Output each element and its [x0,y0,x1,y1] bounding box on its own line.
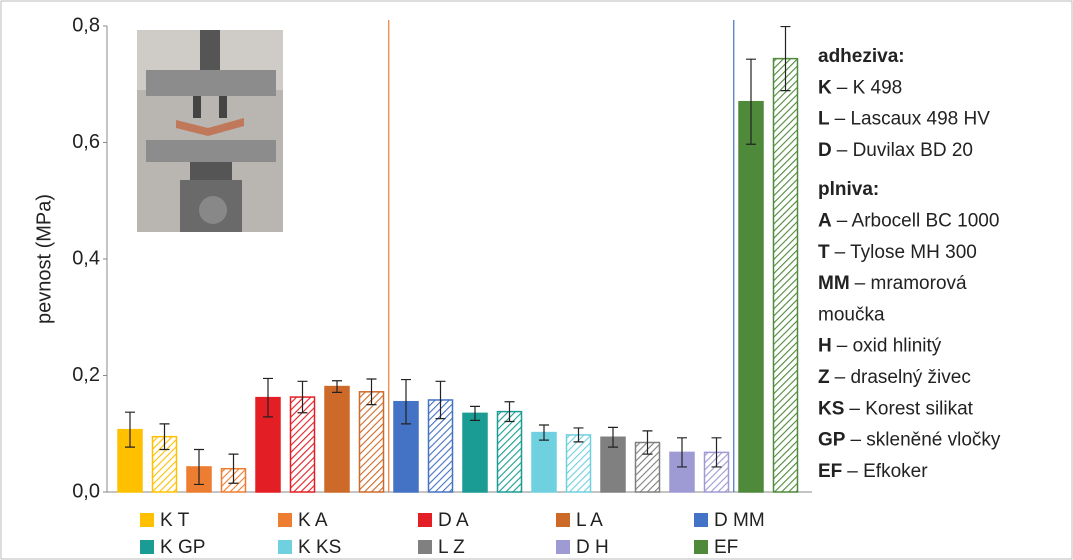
bar [463,413,487,492]
legend-label: L A [576,510,603,531]
note-text: – skleněné vločky [850,430,1000,451]
note: L– Lascaux 498 HV [818,109,990,130]
note-key: KS [818,398,844,419]
note-key: EF [818,461,842,482]
legend-swatch [418,513,432,527]
legend-label: EF [714,537,738,558]
note: moučka [818,304,885,325]
note: Z– draselný živec [818,367,971,388]
y-tick-label: 0,4 [72,247,100,269]
legend-swatch [140,540,154,554]
note-text: – Arbocell BC 1000 [837,211,1000,232]
legend-label: L Z [438,537,465,558]
legend-label: K GP [160,537,205,558]
note-key: plniva: [818,179,879,200]
note: D– Duvilax BD 20 [818,140,973,161]
note-text: – Korest silikat [849,398,973,419]
bar [325,387,349,492]
note-key: D [818,140,832,161]
note-text: – Efkoker [847,461,928,482]
chart: pevnost (MPa) 0,0 0,2 0,4 0,6 0,8 K T K A D A L … [0,0,1073,560]
note: MM– mramorová [818,273,967,294]
legend-swatch [694,540,708,554]
page: pevnost (MPa) 0,0 0,2 0,4 0,6 0,8 K T K A D A L … [0,0,1073,560]
note-text: – K 498 [837,77,903,98]
note: K– K 498 [818,77,902,98]
note-key: MM [818,273,850,294]
legend-label: D MM [714,510,765,531]
note: KS– Korest silikat [818,398,974,419]
legend-label: D A [438,510,469,531]
note-key: T [818,242,830,263]
legend-label: K KS [298,537,341,558]
note-key: L [818,109,830,130]
note-key: Z [818,367,830,388]
legend-swatch [556,540,570,554]
legend-swatch [278,513,292,527]
note-text: – Lascaux 498 HV [835,109,991,130]
y-tick-label: 0,0 [72,480,100,502]
note-text: – Duvilax BD 20 [837,140,973,161]
legend-label: D H [576,537,609,558]
y-tick-label: 0,8 [72,14,100,36]
note-key: adheziva: [818,46,905,67]
legend-label: K A [298,510,328,531]
legend-swatch [140,513,154,527]
note-text: – mramorová [855,273,967,294]
photo-inset [137,30,283,232]
legend-swatch [694,513,708,527]
note: H– oxid hlinitý [818,336,942,357]
note-text: – oxid hlinitý [837,336,942,357]
bar [532,433,556,492]
note-key: K [818,77,832,98]
note: plniva: [818,179,879,200]
note: adheziva: [818,46,905,67]
note-text: – Tylose MH 300 [835,242,977,263]
legend-swatch [556,513,570,527]
note-text: moučka [818,304,885,325]
note-key: H [818,336,832,357]
note-key: A [818,211,832,232]
note-text: – draselný živec [835,367,971,388]
bar-hatched [567,435,591,492]
note: EF– Efkoker [818,461,928,482]
bar-hatched [498,412,522,492]
y-tick-label: 0,6 [72,131,100,153]
note: GP– skleněné vločky [818,430,1001,451]
legend-swatch [418,540,432,554]
y-axis-title: pevnost (MPa) [33,194,55,324]
bar [739,102,763,492]
note-key: GP [818,430,846,451]
note: A– Arbocell BC 1000 [818,211,999,232]
note: T– Tylose MH 300 [818,242,977,263]
bar-hatched [774,59,798,492]
legend-swatch [278,540,292,554]
bar-hatched [360,392,384,492]
legend-label: K T [160,510,190,531]
y-tick-label: 0,2 [72,364,100,386]
